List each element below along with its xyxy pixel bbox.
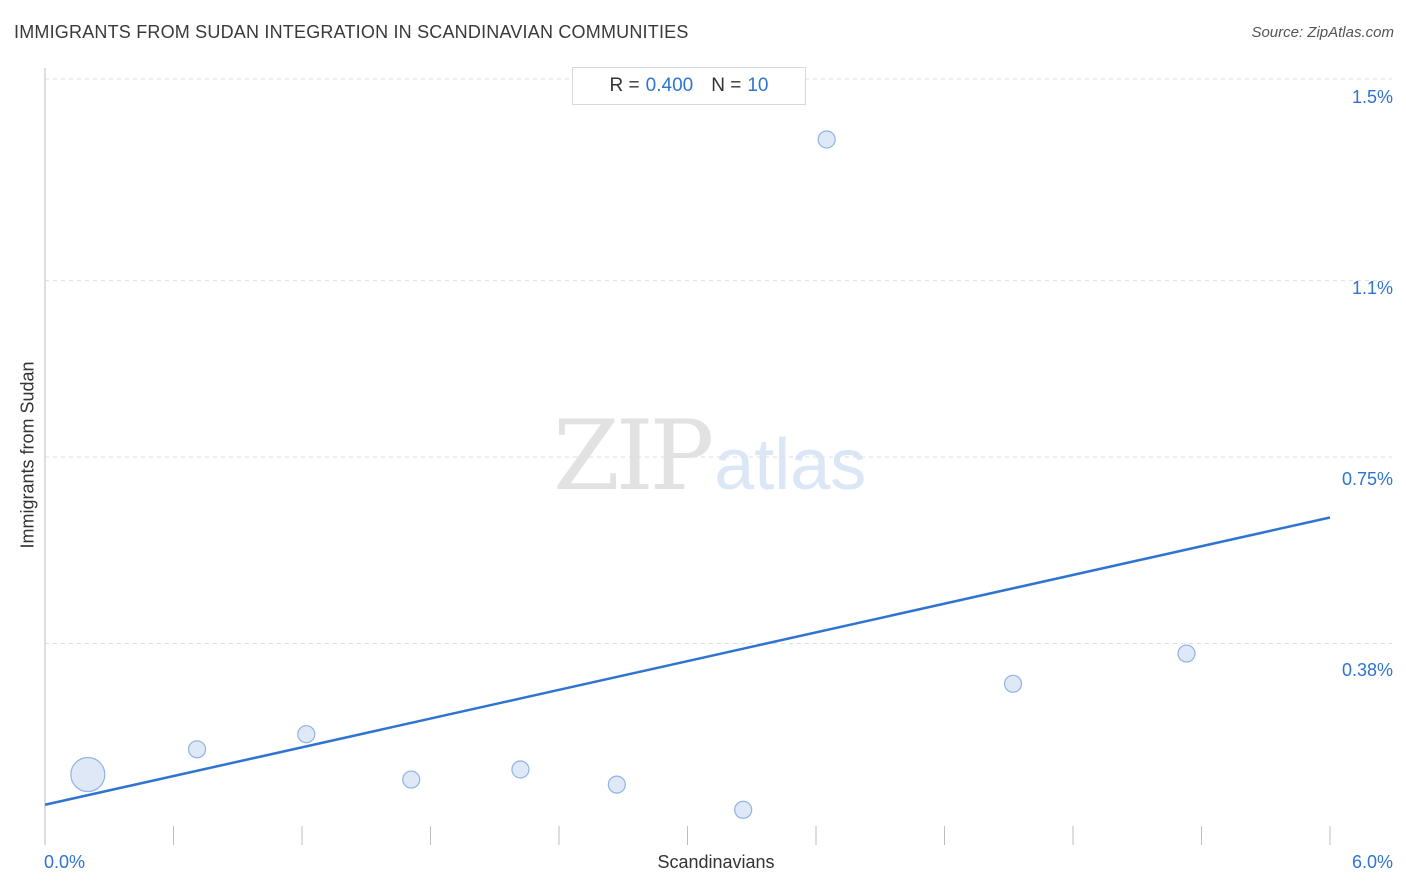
y-tick-label-038: 0.38% <box>1341 660 1393 680</box>
y-axis-label: Immigrants from Sudan <box>17 361 38 549</box>
data-point-1 <box>187 740 207 759</box>
stats-box: R = 0.400 N = 10 <box>572 67 806 105</box>
data-point-0 <box>70 756 106 793</box>
y-tick-label-075: 0.75% <box>1341 469 1393 489</box>
y-tick-label-15: 1.5% <box>1351 87 1393 107</box>
r-label: R = <box>609 75 640 96</box>
data-point-2 <box>297 725 316 744</box>
data-point-4 <box>511 760 530 779</box>
y-tick-label-11: 1.1% <box>1351 278 1393 298</box>
data-point-5 <box>607 775 626 794</box>
x-tick-label-min: 0.0% <box>44 852 86 872</box>
x-axis-label: Scandinavians <box>657 852 775 872</box>
x-tick-label-max: 6.0% <box>1351 852 1393 872</box>
data-point-7 <box>817 130 836 149</box>
r-value: 0.400 <box>645 75 694 96</box>
n-label: N = <box>711 75 742 96</box>
chart-title: IMMIGRANTS FROM SUDAN INTEGRATION IN SCA… <box>14 22 689 42</box>
data-point-3 <box>402 770 421 789</box>
source-credit: Source: ZipAtlas.com <box>1251 24 1394 41</box>
data-point-6 <box>734 800 753 819</box>
data-point-8 <box>1003 674 1023 693</box>
data-point-9 <box>1177 644 1196 663</box>
n-value: 10 <box>747 75 769 96</box>
trend-line <box>44 516 1331 806</box>
